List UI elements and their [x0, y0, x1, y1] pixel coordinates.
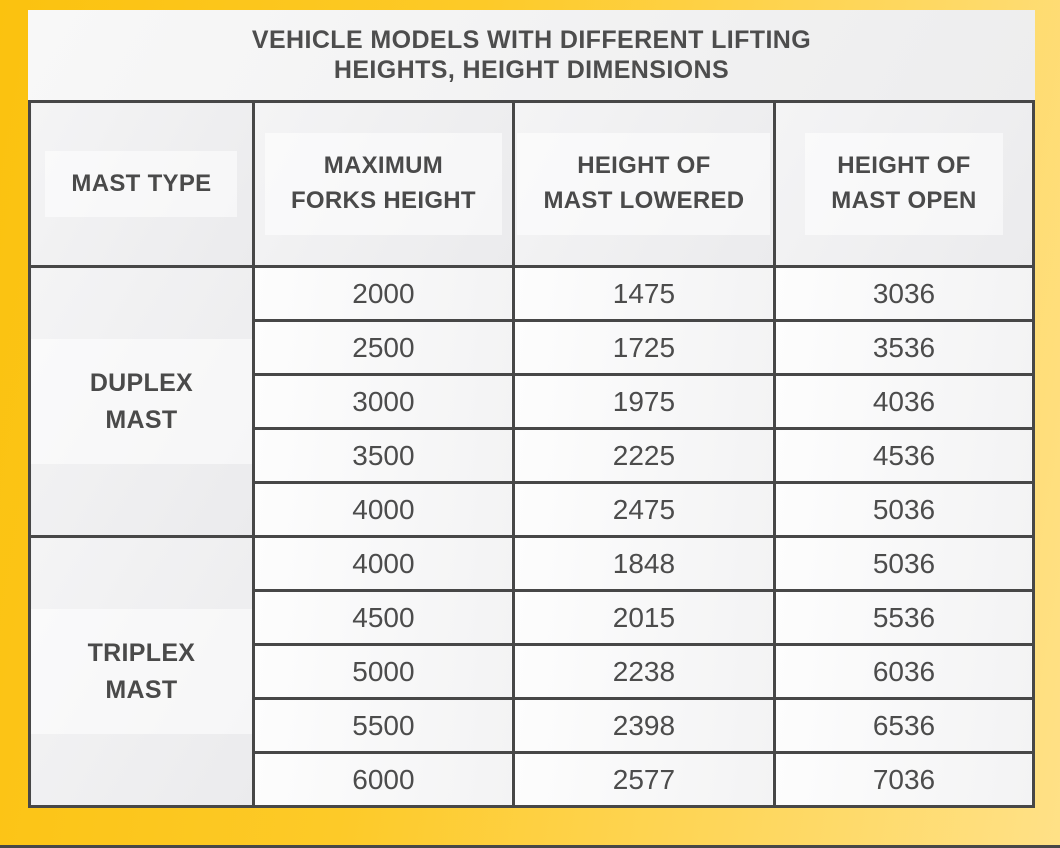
value-cell: 2238	[511, 643, 776, 700]
bottom-edge-strip	[0, 845, 1060, 848]
title-line-2: HEIGHTS, HEIGHT DIMENSIONS	[333, 56, 730, 84]
value-cell: 6000	[251, 751, 515, 808]
value-cell: 3036	[772, 265, 1036, 322]
mast-type-label: TRIPLEX MAST	[31, 609, 252, 734]
value-cell: 2000	[251, 265, 515, 322]
value-cell: 3536	[772, 319, 1036, 376]
table-row: 4500 2015 5536	[30, 589, 1036, 646]
value-cell: 4536	[772, 427, 1036, 484]
header-row: MAST TYPE MAXIMUM FORKS HEIGHT HEIGHT OF MAS…	[28, 100, 1036, 268]
value-cell: 2500	[251, 319, 515, 376]
header-cell-height-of-mast-lowered: HEIGHT OF MAST LOWERED	[511, 100, 776, 268]
value-cell: 4500	[251, 589, 515, 646]
mast-type-cell-duplex-mast: DUPLEX MAST	[28, 265, 255, 538]
page-title: VEHICLE MODELS WITH DIFFERENT LIFTING HE…	[252, 25, 811, 86]
value-cell: 1975	[511, 373, 776, 430]
value-cell: 2225	[511, 427, 776, 484]
value-cell: 3000	[251, 373, 515, 430]
header-cell-height-of-mast-open: HEIGHT OF MAST OPEN	[772, 100, 1036, 268]
table-row: 4000 2475 5036	[30, 481, 1036, 538]
value-cell: 2015	[511, 589, 776, 646]
value-cell: 5036	[772, 481, 1036, 538]
title-band: VEHICLE MODELS WITH DIFFERENT LIFTING HE…	[28, 10, 1035, 100]
table-row: 3000 1975 4036	[30, 373, 1036, 430]
table-row: DUPLEX MAST 2000 1475 3036	[28, 265, 1036, 538]
table-row: 5500 2398 6536	[30, 697, 1036, 754]
header-label: HEIGHT OF MAST LOWERED	[517, 133, 771, 235]
value-cell: 3500	[251, 427, 515, 484]
value-cell: 7036	[772, 751, 1036, 808]
value-cell: 5536	[772, 589, 1036, 646]
value-cell: 1475	[511, 265, 776, 322]
header-cell-mast-type: MAST TYPE	[28, 100, 255, 268]
spec-table: MAST TYPE MAXIMUM FORKS HEIGHT HEIGHT OF MAS…	[28, 100, 1036, 808]
value-cell: 6536	[772, 697, 1036, 754]
table-row: TRIPLEX MAST 4000 1848 5036	[28, 535, 1036, 808]
value-cell: 2475	[511, 481, 776, 538]
value-cell: 5000	[251, 643, 515, 700]
title-line-1: VEHICLE MODELS WITH DIFFERENT LIFTING	[251, 25, 812, 54]
value-cell: 2577	[511, 751, 776, 808]
value-cell: 1848	[511, 535, 776, 592]
table-row: 6000 2577 7036	[30, 751, 1036, 808]
value-cell: 5036	[772, 535, 1036, 592]
header-label: MAXIMUM FORKS HEIGHT	[264, 133, 502, 235]
header-label: HEIGHT OF MAST OPEN	[805, 133, 1003, 235]
header-cell-maximum-forks-height: MAXIMUM FORKS HEIGHT	[251, 100, 515, 268]
header-label: MAST TYPE	[45, 150, 238, 218]
value-cell: 1725	[511, 319, 776, 376]
table-row: 3500 2225 4536	[30, 427, 1036, 484]
value-cell: 5500	[251, 697, 515, 754]
value-cell: 6036	[772, 643, 1036, 700]
value-cell: 4000	[251, 481, 515, 538]
value-cell: 4000	[251, 535, 515, 592]
table-row: 5000 2238 6036	[30, 643, 1036, 700]
table-body: DUPLEX MAST 2000 1475 3036 2500 1725 3536 3000 1…	[28, 265, 1036, 808]
infographic-frame: VEHICLE MODELS WITH DIFFERENT LIFTING HE…	[28, 10, 1036, 812]
mast-type-cell-triplex-mast: TRIPLEX MAST	[28, 535, 255, 808]
value-cell: 2398	[511, 697, 776, 754]
mast-type-label: DUPLEX MAST	[31, 339, 252, 464]
table-row: 2500 1725 3536	[30, 319, 1036, 376]
value-cell: 4036	[772, 373, 1036, 430]
